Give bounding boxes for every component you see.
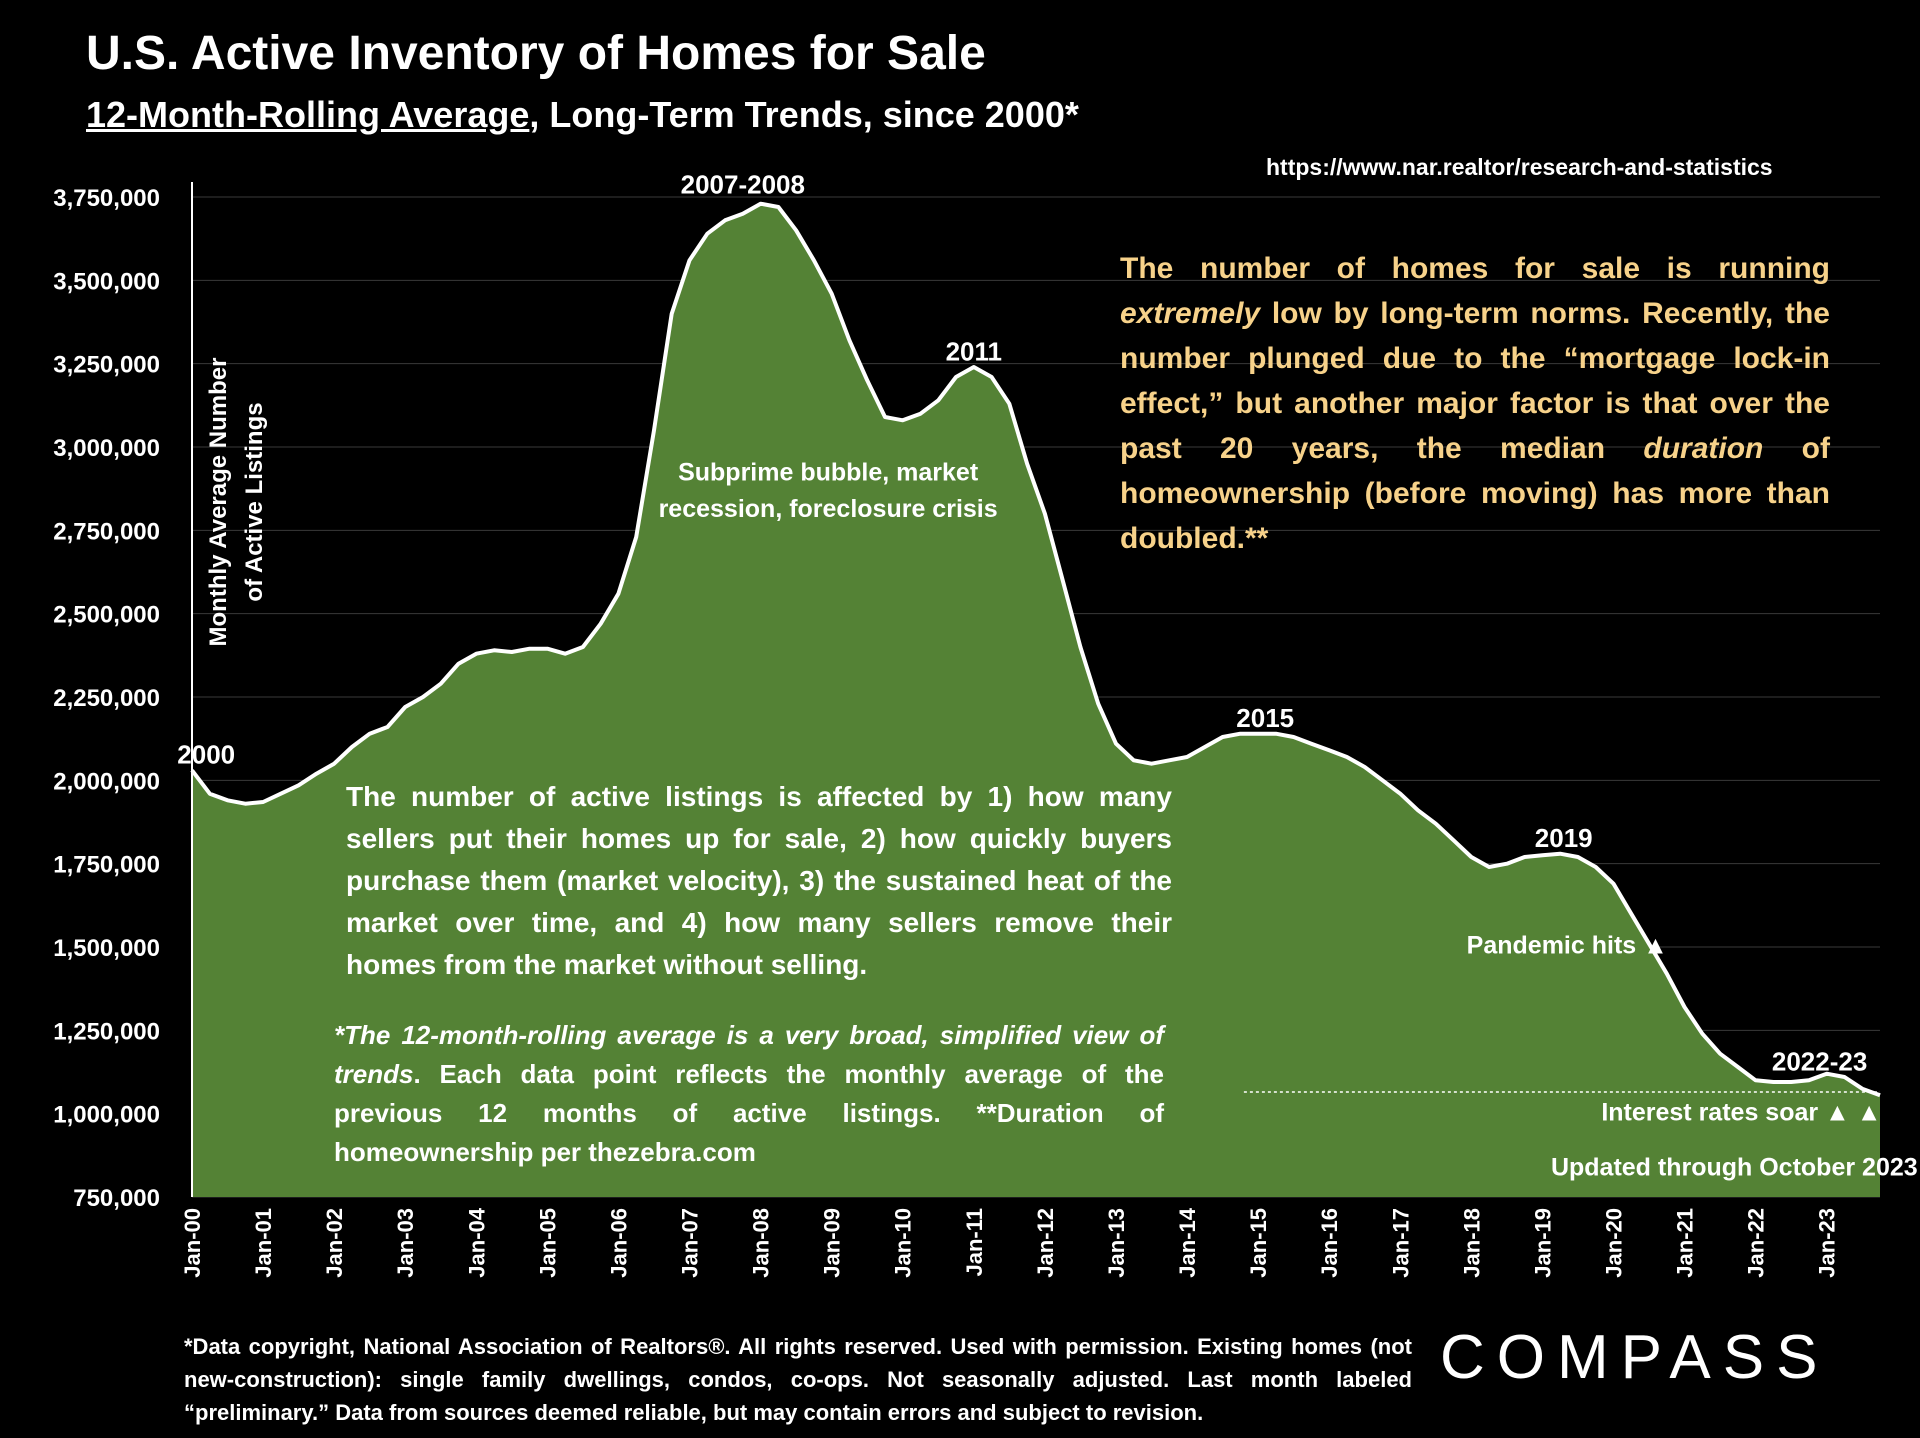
x-tick-label: Jan-17 xyxy=(1388,1208,1413,1278)
y-tick-label: 2,500,000 xyxy=(53,602,160,629)
y-tick-label: 3,250,000 xyxy=(53,352,160,379)
subtitle-underlined: 12-Month-Rolling Average xyxy=(86,94,530,135)
source-url: https://www.nar.realtor/research-and-sta… xyxy=(1266,154,1773,180)
x-tick-label: Jan-20 xyxy=(1601,1208,1626,1278)
x-tick-label: Jan-08 xyxy=(749,1208,774,1278)
x-tick-label: Jan-12 xyxy=(1033,1208,1058,1278)
rolling-average-emphasis: *The 12-month-rolling average is a very … xyxy=(334,1020,1164,1089)
chart-title: U.S. Active Inventory of Homes for Sale xyxy=(86,27,986,80)
chart-annotation: 2015 xyxy=(1236,703,1294,733)
y-tick-label: 3,000,000 xyxy=(53,435,160,462)
y-tick-label: 2,250,000 xyxy=(53,685,160,712)
rolling-average-note: *The 12-month-rolling average is a very … xyxy=(334,1016,1164,1172)
chart-annotation: recession, foreclosure crisis xyxy=(659,495,998,523)
x-tick-label: Jan-00 xyxy=(180,1208,205,1278)
annotations: 2000 2007-2008 2011 2015 2019 2022-23 Subprime… xyxy=(177,170,1917,1182)
chart-annotation: Interest rates soar ▲ ▲ xyxy=(1601,1098,1881,1126)
x-tick-label: Jan-19 xyxy=(1530,1208,1555,1278)
x-tick-label: Jan-13 xyxy=(1104,1208,1129,1278)
chart-annotation: Subprime bubble, market xyxy=(678,458,979,486)
y-tick-label: 3,500,000 xyxy=(53,268,160,295)
x-tick-label: Jan-21 xyxy=(1673,1208,1698,1278)
x-tick-label: Jan-10 xyxy=(891,1208,916,1278)
subtitle-rest: , Long-Term Trends, since 2000* xyxy=(529,94,1079,135)
compass-logo: COMPASS xyxy=(1440,1323,1830,1392)
headline-text-1: The number of homes for sale is running xyxy=(1120,252,1830,285)
chart-annotation: Pandemic hits ▲ xyxy=(1467,932,1668,960)
x-tick-label: Jan-22 xyxy=(1744,1208,1769,1278)
x-tick-label: Jan-15 xyxy=(1246,1208,1271,1278)
x-tick-labels: Jan-00 Jan-01 Jan-02 Jan-03 Jan-04 Jan-05 Jan-… xyxy=(180,1207,1840,1277)
x-tick-label: Jan-02 xyxy=(322,1208,347,1278)
chart-annotation: Updated through October 2023 xyxy=(1551,1153,1918,1181)
y-tick-label: 1,500,000 xyxy=(53,935,160,962)
y-axis-title-line2: of Active Listings xyxy=(241,402,268,601)
x-tick-label: Jan-05 xyxy=(535,1208,560,1278)
headline-emphasis-2: duration xyxy=(1643,432,1764,465)
y-tick-label: 1,000,000 xyxy=(53,1102,160,1129)
y-tick-label: 750,000 xyxy=(73,1185,160,1212)
chart-subtitle: 12-Month-Rolling Average, Long-Term Tren… xyxy=(86,94,1079,136)
factors-note: The number of active listings is affecte… xyxy=(346,781,1172,980)
x-tick-label: Jan-23 xyxy=(1815,1208,1840,1278)
rolling-average-text: . Each data point reflects the monthly a… xyxy=(334,1059,1164,1167)
y-axis-title-line1: Monthly Average Number xyxy=(205,358,232,647)
x-tick-label: Jan-04 xyxy=(464,1207,489,1277)
headline-text-2: low by long-term norms. Recently, the nu… xyxy=(1120,297,1830,465)
x-tick-label: Jan-07 xyxy=(678,1208,703,1278)
x-tick-label: Jan-01 xyxy=(251,1208,276,1278)
y-tick-labels: 750,000 1,000,000 1,250,000 1,500,000 1,750,… xyxy=(53,185,160,1212)
y-tick-label: 3,750,000 xyxy=(53,185,160,212)
y-tick-label: 1,250,000 xyxy=(53,1018,160,1045)
chart-annotation: 2011 xyxy=(946,336,1002,366)
inventory-chart: 750,000 1,000,000 1,250,000 1,500,000 1,750,… xyxy=(53,170,1917,1278)
headline-emphasis-1: extremely xyxy=(1120,297,1261,330)
chart-annotation: 2007-2008 xyxy=(681,170,805,200)
chart-annotation: 2019 xyxy=(1535,823,1593,853)
y-tick-label: 2,000,000 xyxy=(53,768,160,795)
chart-annotation: 2022-23 xyxy=(1772,1046,1867,1076)
headline-note: The number of homes for sale is running … xyxy=(1120,246,1830,561)
inventory-line xyxy=(190,201,1881,1098)
headline-text-3: of homeownership (before moving) has mor… xyxy=(1120,432,1830,555)
x-tick-label: Jan-03 xyxy=(393,1208,418,1278)
y-tick-label: 1,750,000 xyxy=(53,852,160,879)
x-tick-label: Jan-16 xyxy=(1317,1208,1342,1278)
x-tick-label: Jan-06 xyxy=(606,1208,631,1278)
inventory-area xyxy=(192,203,1880,1197)
copyright-footer: *Data copyright, National Association of… xyxy=(184,1334,1412,1425)
y-tick-label: 2,750,000 xyxy=(53,518,160,545)
x-tick-label: Jan-11 xyxy=(962,1208,987,1277)
x-tick-label: Jan-14 xyxy=(1175,1207,1200,1277)
x-tick-label: Jan-18 xyxy=(1459,1208,1484,1278)
x-tick-label: Jan-09 xyxy=(820,1208,845,1278)
chart-annotation: 2000 xyxy=(177,740,235,770)
